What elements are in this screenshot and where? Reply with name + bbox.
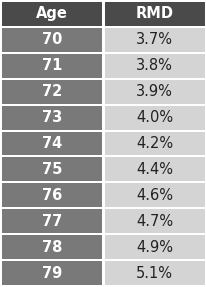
- Text: 3.8%: 3.8%: [136, 58, 172, 73]
- Text: 73: 73: [42, 110, 62, 125]
- Text: Age: Age: [36, 6, 68, 22]
- Text: 75: 75: [42, 162, 62, 177]
- Bar: [2, 131, 102, 156]
- Bar: [104, 158, 204, 181]
- Bar: [104, 261, 204, 285]
- Text: 5.1%: 5.1%: [136, 265, 172, 281]
- Bar: [2, 80, 102, 104]
- Text: 4.7%: 4.7%: [136, 214, 172, 229]
- Bar: [2, 54, 102, 78]
- Text: 4.6%: 4.6%: [136, 188, 172, 203]
- Bar: [104, 54, 204, 78]
- Text: 4.9%: 4.9%: [136, 240, 172, 255]
- Text: 74: 74: [42, 136, 62, 151]
- Text: 72: 72: [42, 84, 62, 99]
- Text: 4.0%: 4.0%: [136, 110, 172, 125]
- Text: RMD: RMD: [135, 6, 173, 22]
- Bar: [104, 183, 204, 207]
- Bar: [104, 28, 204, 52]
- Text: 71: 71: [42, 58, 62, 73]
- Bar: [2, 261, 102, 285]
- Bar: [2, 106, 102, 129]
- Bar: [2, 28, 102, 52]
- Bar: [104, 209, 204, 233]
- Text: 3.7%: 3.7%: [136, 32, 172, 47]
- Bar: [2, 158, 102, 181]
- Bar: [2, 183, 102, 207]
- Bar: [104, 106, 204, 129]
- Text: 70: 70: [42, 32, 62, 47]
- Text: 76: 76: [42, 188, 62, 203]
- Bar: [104, 80, 204, 104]
- Bar: [2, 2, 102, 26]
- Bar: [104, 235, 204, 259]
- Text: 77: 77: [42, 214, 62, 229]
- Text: 79: 79: [42, 265, 62, 281]
- Text: 4.4%: 4.4%: [136, 162, 172, 177]
- Bar: [104, 131, 204, 156]
- Text: 4.2%: 4.2%: [136, 136, 172, 151]
- Bar: [2, 209, 102, 233]
- Bar: [2, 235, 102, 259]
- Bar: [104, 2, 204, 26]
- Text: 78: 78: [42, 240, 62, 255]
- Text: 3.9%: 3.9%: [136, 84, 172, 99]
